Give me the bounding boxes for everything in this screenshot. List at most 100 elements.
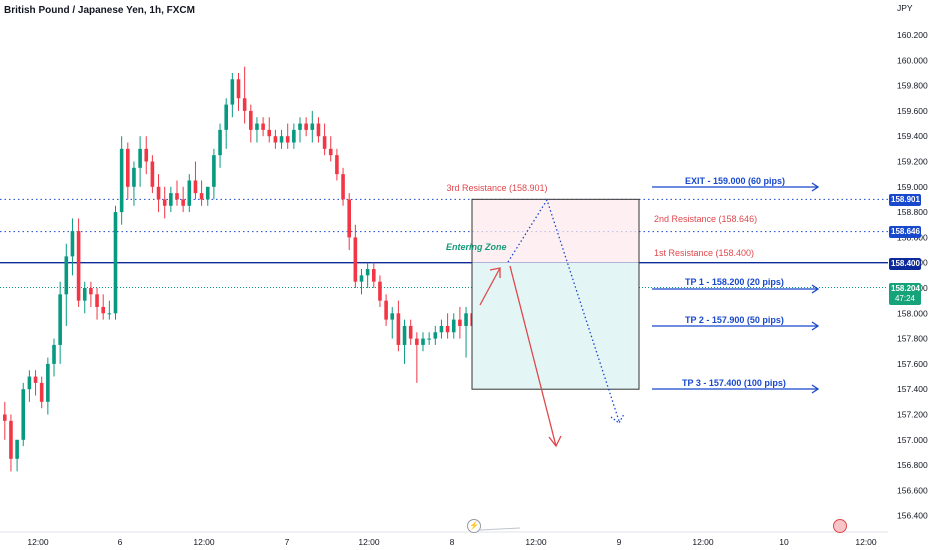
event-flag-icon[interactable] bbox=[833, 519, 847, 533]
y-tick-label: 157.600 bbox=[897, 359, 928, 369]
y-tick-label: 158.000 bbox=[897, 308, 928, 318]
x-tick-label: 12:00 bbox=[358, 537, 380, 547]
candle-body bbox=[310, 123, 315, 130]
y-tick-label: 156.400 bbox=[897, 511, 928, 521]
candle-body bbox=[15, 439, 19, 459]
candle-body bbox=[70, 231, 75, 257]
candle-body bbox=[21, 389, 26, 440]
y-tick-label: 157.200 bbox=[897, 410, 928, 420]
candle-body bbox=[175, 193, 179, 200]
y-tick-label: 156.600 bbox=[897, 485, 928, 495]
candle-body bbox=[9, 420, 13, 459]
candle-body bbox=[101, 306, 105, 314]
candle-body bbox=[390, 313, 395, 320]
x-tick-label: 12:00 bbox=[27, 537, 49, 547]
tp2-arrow-head bbox=[811, 321, 820, 331]
y-tick-label: 157.800 bbox=[897, 334, 928, 344]
candle-body bbox=[33, 376, 38, 383]
candle-body bbox=[52, 344, 56, 364]
candle-body bbox=[267, 129, 272, 137]
candle-body bbox=[39, 382, 44, 402]
blue-dotted-arrow-head bbox=[610, 413, 625, 424]
candle-body bbox=[365, 269, 370, 276]
candle-body bbox=[273, 136, 278, 143]
x-tick-label: 12:00 bbox=[525, 537, 547, 547]
chart-title: British Pound / Japanese Yen, 1h, FXCM bbox=[4, 5, 195, 16]
candle-body bbox=[107, 313, 112, 315]
y-tick-label: 159.000 bbox=[897, 182, 928, 192]
candle-body bbox=[230, 79, 235, 105]
target-zone bbox=[472, 262, 639, 390]
candle-body bbox=[218, 129, 222, 156]
candles bbox=[3, 66, 481, 472]
candle-body bbox=[328, 148, 333, 156]
resistance-zone bbox=[472, 199, 639, 263]
candle-body bbox=[205, 186, 210, 200]
candle-body bbox=[242, 98, 247, 111]
candle-body bbox=[439, 325, 444, 333]
candle-body bbox=[82, 288, 87, 301]
event-marker-line bbox=[479, 527, 521, 531]
candle-body bbox=[169, 193, 173, 206]
blue-dotted-path bbox=[507, 198, 620, 422]
tp1-label: TP 1 - 158.200 (20 pips) bbox=[685, 277, 784, 287]
entering-zone-label: Entering Zone bbox=[446, 242, 507, 252]
candle-body bbox=[408, 325, 413, 339]
trade-box bbox=[471, 198, 640, 390]
lightning-icon[interactable]: ⚡ bbox=[467, 519, 481, 533]
r1-price-tag: 158.400 bbox=[889, 258, 921, 270]
candle-body bbox=[187, 180, 192, 206]
y-tick-label: 156.800 bbox=[897, 460, 928, 470]
red-down-arrow-line bbox=[509, 265, 557, 447]
candle-body bbox=[76, 231, 81, 301]
tp3-arrow-head bbox=[811, 384, 820, 394]
currency-label: JPY bbox=[897, 3, 913, 13]
r2-label: 2nd Resistance (158.646) bbox=[654, 214, 757, 224]
y-tick-label: 157.400 bbox=[897, 384, 928, 394]
bar-countdown: 47:24 bbox=[894, 294, 916, 303]
candle-body bbox=[451, 319, 456, 333]
time-axis: 12:00 6 12:00 7 12:00 8 12:00 9 12:00 10 12:00 bbox=[0, 531, 888, 547]
candle-body bbox=[384, 300, 388, 320]
candle-body bbox=[95, 294, 99, 307]
r1-label: 1st Resistance (158.400) bbox=[654, 248, 754, 258]
candle-body bbox=[162, 199, 167, 206]
candle-body bbox=[150, 161, 155, 187]
y-tick-label: 159.600 bbox=[897, 106, 928, 116]
candle-body bbox=[322, 136, 327, 149]
candle-body bbox=[372, 269, 376, 282]
candle-body bbox=[292, 129, 296, 143]
candle-body bbox=[304, 123, 308, 130]
candle-body bbox=[113, 212, 118, 314]
candle-body bbox=[181, 199, 185, 206]
candle-body bbox=[3, 414, 7, 421]
candle-body bbox=[89, 288, 93, 295]
candle-body bbox=[279, 136, 284, 143]
candle-body bbox=[64, 256, 69, 295]
x-tick-label: 8 bbox=[450, 537, 455, 547]
x-tick-label: 10 bbox=[779, 537, 789, 547]
x-tick-label: 12:00 bbox=[193, 537, 215, 547]
exit-label: EXIT - 159.000 (60 pips) bbox=[685, 176, 785, 186]
r2-price-tag: 158.646 bbox=[889, 226, 921, 238]
candle-body bbox=[464, 313, 468, 326]
candle-body bbox=[212, 155, 216, 187]
candle-body bbox=[445, 325, 450, 333]
red-down-arrow-head bbox=[548, 435, 562, 448]
exit-arrow-head bbox=[811, 182, 820, 192]
candle-body bbox=[138, 148, 142, 168]
x-tick-label: 12:00 bbox=[692, 537, 714, 547]
x-tick-label: 9 bbox=[617, 537, 622, 547]
x-tick-label: 7 bbox=[285, 537, 290, 547]
candle-body bbox=[341, 174, 345, 200]
candle-body bbox=[236, 79, 241, 99]
candle-body bbox=[58, 294, 62, 345]
candle-body bbox=[458, 319, 462, 326]
candle-body bbox=[144, 148, 149, 162]
candle-body bbox=[249, 110, 253, 130]
x-tick-label: 12:00 bbox=[855, 537, 877, 547]
candle-body bbox=[415, 338, 419, 345]
y-tick-label: 160.000 bbox=[897, 55, 928, 65]
candle-body bbox=[119, 148, 124, 213]
